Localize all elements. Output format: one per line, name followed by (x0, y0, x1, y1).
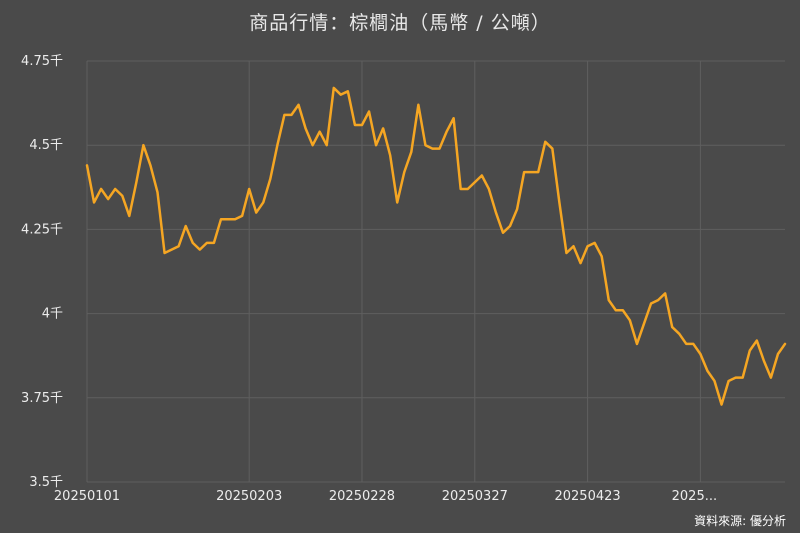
y-tick-label: 4.75千 (21, 54, 63, 69)
x-tick-label: 20250423 (554, 489, 620, 504)
x-tick-label: 20250228 (329, 489, 395, 504)
chart-title: 商品行情：棕櫚油（馬幣 / 公噸） (249, 12, 551, 34)
x-tick-label: 20250327 (442, 489, 508, 504)
x-tick-label: 20250101 (54, 489, 120, 504)
y-tick-label: 3.5千 (29, 475, 63, 490)
source-note: 資料來源: 優分析 (694, 514, 786, 528)
y-tick-label: 4.25千 (21, 222, 63, 237)
y-tick-label: 4千 (42, 307, 63, 322)
x-tick-label: 2025... (672, 489, 717, 504)
axis-labels: 3.5千 3.75千 4千 4.25千 4.5千 4.75千 20250101 2025020… (21, 54, 717, 504)
grid-lines (86, 60, 785, 483)
series-line (85, 86, 787, 406)
y-tick-label: 3.75千 (21, 391, 63, 406)
series-layer (85, 86, 787, 406)
y-tick-label: 4.5千 (29, 138, 63, 153)
x-tick-label: 20250203 (216, 489, 282, 504)
